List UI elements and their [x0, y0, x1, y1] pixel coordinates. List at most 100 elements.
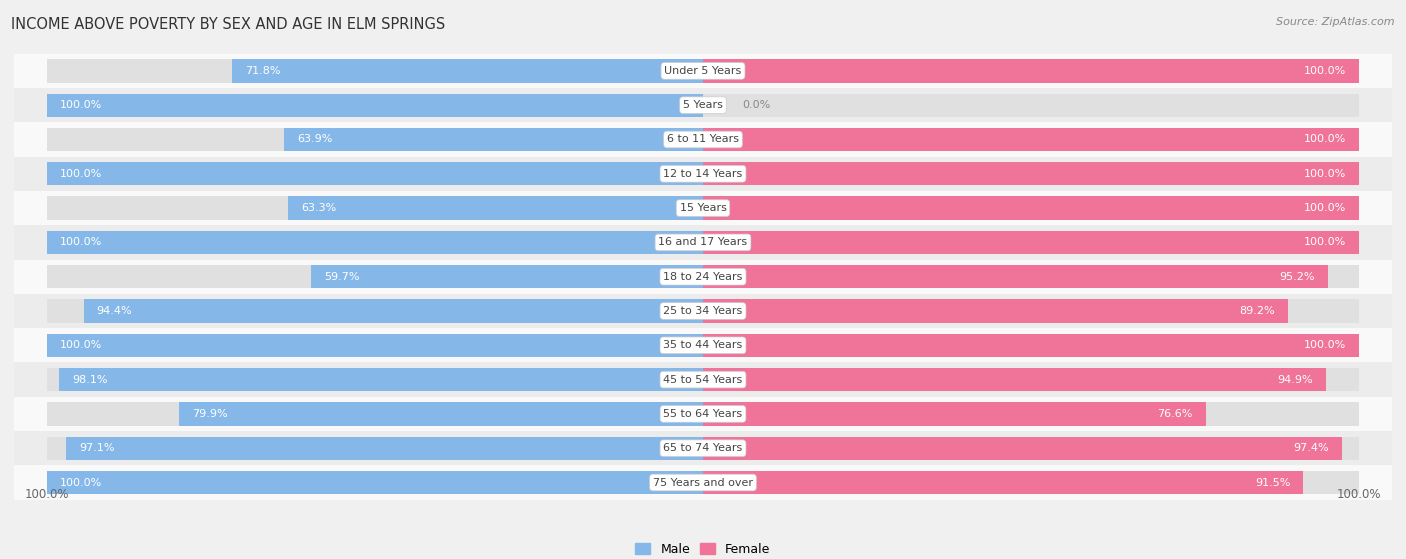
Text: 16 and 17 Years: 16 and 17 Years	[658, 238, 748, 248]
Text: 55 to 64 Years: 55 to 64 Years	[664, 409, 742, 419]
Text: 76.6%: 76.6%	[1157, 409, 1192, 419]
Text: Under 5 Years: Under 5 Years	[665, 66, 741, 76]
Text: 100.0%: 100.0%	[60, 340, 103, 350]
Text: 45 to 54 Years: 45 to 54 Years	[664, 375, 742, 385]
Bar	[46, 402, 703, 425]
Bar	[46, 162, 703, 186]
Text: 18 to 24 Years: 18 to 24 Years	[664, 272, 742, 282]
Text: 5 Years: 5 Years	[683, 100, 723, 110]
Text: 15 Years: 15 Years	[679, 203, 727, 213]
Bar	[46, 196, 703, 220]
Bar	[14, 259, 1392, 294]
Bar	[83, 300, 703, 323]
Text: 65 to 74 Years: 65 to 74 Years	[664, 443, 742, 453]
Bar	[703, 162, 1360, 186]
Text: 100.0%: 100.0%	[60, 238, 103, 248]
Bar	[46, 128, 703, 151]
Bar	[703, 300, 1360, 323]
Bar	[703, 128, 1360, 151]
Text: 100.0%: 100.0%	[1303, 340, 1346, 350]
Text: 100.0%: 100.0%	[1303, 66, 1346, 76]
Bar	[59, 368, 703, 391]
Bar	[703, 437, 1360, 460]
Bar	[14, 431, 1392, 465]
Bar	[46, 93, 703, 117]
Bar	[703, 128, 1360, 151]
Text: 12 to 14 Years: 12 to 14 Years	[664, 169, 742, 179]
Text: INCOME ABOVE POVERTY BY SEX AND AGE IN ELM SPRINGS: INCOME ABOVE POVERTY BY SEX AND AGE IN E…	[11, 17, 446, 32]
Bar	[46, 265, 703, 288]
Bar	[14, 54, 1392, 88]
Text: 97.1%: 97.1%	[79, 443, 114, 453]
Text: 91.5%: 91.5%	[1256, 477, 1291, 487]
Text: 94.9%: 94.9%	[1277, 375, 1313, 385]
Bar	[179, 402, 703, 425]
Text: 97.4%: 97.4%	[1294, 443, 1329, 453]
Bar	[14, 362, 1392, 397]
Text: 100.0%: 100.0%	[60, 477, 103, 487]
Text: 100.0%: 100.0%	[1337, 489, 1381, 501]
Text: 6 to 11 Years: 6 to 11 Years	[666, 135, 740, 144]
Text: 63.3%: 63.3%	[301, 203, 336, 213]
Bar	[703, 231, 1360, 254]
Bar	[703, 471, 1360, 494]
Text: 100.0%: 100.0%	[60, 100, 103, 110]
Text: 100.0%: 100.0%	[60, 169, 103, 179]
Bar	[284, 128, 703, 151]
Bar	[703, 59, 1360, 83]
Bar	[46, 334, 703, 357]
Bar	[703, 265, 1327, 288]
Text: 59.7%: 59.7%	[325, 272, 360, 282]
Bar	[703, 471, 1303, 494]
Text: 71.8%: 71.8%	[245, 66, 281, 76]
Bar	[703, 300, 1288, 323]
Legend: Male, Female: Male, Female	[636, 543, 770, 556]
Bar	[703, 402, 1360, 425]
Bar	[703, 196, 1360, 220]
Bar	[703, 368, 1326, 391]
Text: 100.0%: 100.0%	[1303, 203, 1346, 213]
Text: 94.4%: 94.4%	[97, 306, 132, 316]
Bar	[14, 191, 1392, 225]
Bar	[703, 334, 1360, 357]
Bar	[14, 465, 1392, 500]
Text: 79.9%: 79.9%	[191, 409, 228, 419]
Bar	[703, 334, 1360, 357]
Text: 95.2%: 95.2%	[1279, 272, 1315, 282]
Bar	[46, 59, 703, 83]
Text: Source: ZipAtlas.com: Source: ZipAtlas.com	[1277, 17, 1395, 27]
Bar	[14, 294, 1392, 328]
Text: 100.0%: 100.0%	[25, 489, 69, 501]
Bar	[46, 334, 703, 357]
Text: 25 to 34 Years: 25 to 34 Years	[664, 306, 742, 316]
Text: 63.9%: 63.9%	[297, 135, 332, 144]
Bar	[232, 59, 703, 83]
Bar	[46, 300, 703, 323]
Bar	[14, 88, 1392, 122]
Bar	[703, 265, 1360, 288]
Bar	[66, 437, 703, 460]
Bar	[46, 231, 703, 254]
Text: 98.1%: 98.1%	[73, 375, 108, 385]
Bar	[46, 471, 703, 494]
Text: 35 to 44 Years: 35 to 44 Years	[664, 340, 742, 350]
Text: 89.2%: 89.2%	[1240, 306, 1275, 316]
Text: 0.0%: 0.0%	[742, 100, 770, 110]
Bar	[46, 231, 703, 254]
Bar	[46, 471, 703, 494]
Bar	[14, 122, 1392, 157]
Bar	[14, 157, 1392, 191]
Bar	[14, 397, 1392, 431]
Bar	[311, 265, 703, 288]
Bar	[703, 59, 1360, 83]
Text: 75 Years and over: 75 Years and over	[652, 477, 754, 487]
Bar	[46, 93, 703, 117]
Bar	[14, 328, 1392, 362]
Bar	[703, 231, 1360, 254]
Bar	[703, 402, 1205, 425]
Text: 100.0%: 100.0%	[1303, 169, 1346, 179]
Bar	[703, 162, 1360, 186]
Bar	[46, 437, 703, 460]
Bar	[46, 368, 703, 391]
Bar	[703, 93, 1360, 117]
